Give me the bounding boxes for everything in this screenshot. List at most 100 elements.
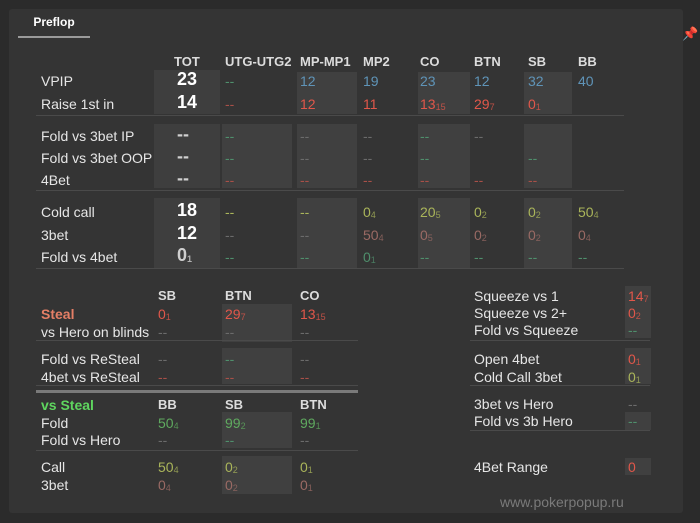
stat-cell[interactable]: -- xyxy=(474,249,484,265)
stat-cell[interactable]: -- xyxy=(225,128,235,144)
row-label-cold-call-3bet: Cold Call 3bet xyxy=(474,369,562,385)
stat-cell[interactable]: 1315 xyxy=(300,305,326,326)
stat-cell[interactable]: -- xyxy=(474,128,484,144)
cell-bg xyxy=(418,198,470,268)
stat-cell[interactable]: -- xyxy=(300,128,310,144)
stat-cell[interactable]: 04 xyxy=(363,203,376,224)
stat-cell[interactable]: -- xyxy=(363,128,373,144)
stat-cell[interactable]: 02 xyxy=(225,476,238,497)
cell-bg xyxy=(222,456,292,494)
stat-cell[interactable]: 0 xyxy=(628,459,636,475)
stat-cell[interactable]: -- xyxy=(300,369,310,385)
stat-cell[interactable]: 02 xyxy=(474,203,487,224)
stat-tot[interactable]: 12 xyxy=(177,223,198,243)
stat-cell[interactable]: 991 xyxy=(300,414,321,435)
stat-cell[interactable]: 01 xyxy=(300,458,313,479)
stat-sample: 15 xyxy=(435,102,446,112)
stat-cell[interactable]: 504 xyxy=(578,203,599,224)
stat-cell[interactable]: -- xyxy=(420,249,430,265)
stat-tot[interactable]: 01 xyxy=(177,246,192,268)
stat-cell[interactable]: 01 xyxy=(158,305,171,326)
stat-cell[interactable]: -- xyxy=(225,227,235,243)
stat-cell[interactable]: -- xyxy=(528,249,538,265)
stat-cell[interactable]: 19 xyxy=(363,73,379,89)
stat-cell[interactable]: 504 xyxy=(363,226,384,247)
stat-cell[interactable]: 01 xyxy=(528,95,541,116)
stat-cell[interactable]: 147 xyxy=(628,287,649,308)
stat-cell[interactable]: 02 xyxy=(225,458,238,479)
stat-sample: 7 xyxy=(489,102,495,112)
stat-cell[interactable]: 32 xyxy=(528,73,544,89)
tab-preflop[interactable]: Preflop xyxy=(18,10,90,38)
stat-cell[interactable]: -- xyxy=(158,324,168,340)
stat-cell[interactable]: -- xyxy=(300,227,310,243)
stat-value: 0 xyxy=(628,369,636,385)
stat-cell[interactable]: -- xyxy=(225,73,235,89)
stat-cell[interactable]: -- xyxy=(225,96,235,112)
stat-cell[interactable]: -- xyxy=(225,432,235,448)
stat-cell[interactable]: -- xyxy=(225,369,235,385)
stat-cell[interactable]: 01 xyxy=(300,476,313,497)
stat-cell[interactable]: 12 xyxy=(300,96,316,112)
stat-cell[interactable]: 504 xyxy=(158,458,179,479)
stat-cell[interactable]: -- xyxy=(528,150,538,166)
stat-cell[interactable]: 02 xyxy=(528,203,541,224)
stat-cell[interactable]: -- xyxy=(363,150,373,166)
stat-cell[interactable]: -- xyxy=(225,249,235,265)
stat-cell[interactable]: 205 xyxy=(420,203,441,224)
stat-cell[interactable]: -- xyxy=(300,351,310,367)
stat-cell[interactable]: -- xyxy=(528,172,538,188)
stat-cell[interactable]: -- xyxy=(300,324,310,340)
stat-cell[interactable]: -- xyxy=(420,172,430,188)
stat-cell[interactable]: -- xyxy=(628,413,638,429)
stat-cell[interactable]: 01 xyxy=(628,368,641,389)
stat-cell[interactable]: 40 xyxy=(578,73,594,89)
stat-cell[interactable]: -- xyxy=(628,322,638,338)
stat-cell[interactable]: -- xyxy=(158,432,168,448)
stat-cell[interactable]: 05 xyxy=(420,226,433,247)
stat-cell[interactable]: 02 xyxy=(628,304,641,325)
stat-cell[interactable]: 01 xyxy=(363,248,376,269)
stat-cell[interactable]: -- xyxy=(225,351,235,367)
stat-cell[interactable]: 23 xyxy=(420,73,436,89)
stat-cell[interactable]: 992 xyxy=(225,414,246,435)
stat-cell[interactable]: 04 xyxy=(578,226,591,247)
stat-cell[interactable]: -- xyxy=(158,351,168,367)
stat-cell[interactable]: -- xyxy=(300,432,310,448)
stat-cell[interactable]: 01 xyxy=(628,350,641,371)
stat-cell[interactable]: -- xyxy=(225,324,235,340)
stat-cell[interactable]: -- xyxy=(300,150,310,166)
stat-cell[interactable]: 297 xyxy=(474,95,495,116)
stat-cell[interactable]: -- xyxy=(158,369,168,385)
stat-tot[interactable]: -- xyxy=(177,124,189,144)
stat-cell[interactable]: -- xyxy=(225,204,235,220)
stat-sample: 4 xyxy=(173,421,179,431)
stat-tot[interactable]: 18 xyxy=(177,200,198,220)
stat-cell[interactable]: -- xyxy=(300,204,310,220)
stat-cell[interactable]: -- xyxy=(578,249,588,265)
stat-tot[interactable]: 23 xyxy=(177,69,198,89)
stat-tot[interactable]: -- xyxy=(177,168,189,188)
stat-cell[interactable]: -- xyxy=(628,396,638,412)
stat-cell[interactable]: 1315 xyxy=(420,95,446,116)
stat-cell[interactable]: -- xyxy=(300,249,310,265)
pin-icon[interactable]: 📌 xyxy=(682,26,699,41)
stat-cell[interactable]: 11 xyxy=(363,96,378,112)
stat-cell[interactable]: -- xyxy=(474,172,484,188)
stat-cell[interactable]: 12 xyxy=(300,73,316,89)
stat-cell[interactable]: -- xyxy=(300,172,310,188)
stat-cell[interactable]: -- xyxy=(225,172,235,188)
stat-cell[interactable]: -- xyxy=(225,150,235,166)
stat-tot[interactable]: 14 xyxy=(177,92,198,112)
row-label-4bet: 4Bet xyxy=(41,172,70,188)
stat-cell[interactable]: -- xyxy=(420,128,430,144)
stat-cell[interactable]: 04 xyxy=(158,476,171,497)
stat-cell[interactable]: 504 xyxy=(158,414,179,435)
stat-cell[interactable]: 02 xyxy=(528,226,541,247)
stat-cell[interactable]: -- xyxy=(420,150,430,166)
stat-tot[interactable]: -- xyxy=(177,146,189,166)
stat-cell[interactable]: 02 xyxy=(474,226,487,247)
stat-cell[interactable]: 297 xyxy=(225,305,246,326)
stat-cell[interactable]: 12 xyxy=(474,73,490,89)
stat-cell[interactable]: -- xyxy=(363,172,373,188)
